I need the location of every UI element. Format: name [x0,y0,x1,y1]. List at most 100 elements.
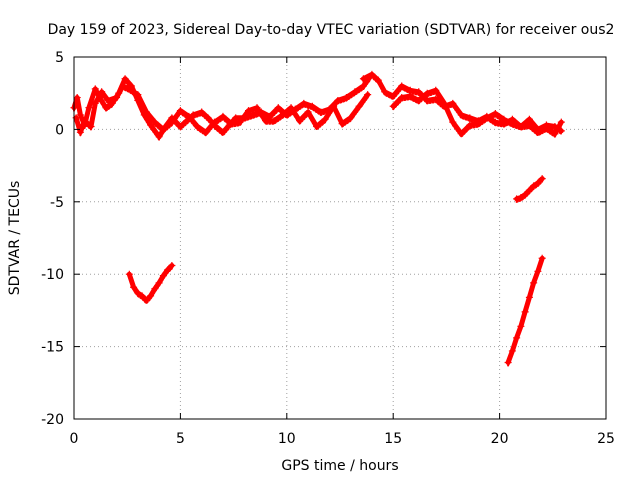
data-point [219,112,227,120]
data-point [474,120,482,128]
data-point [147,292,155,300]
data-point [500,115,508,123]
x-tick-label: 25 [597,431,615,447]
data-point [121,75,129,83]
series-5 [513,175,546,203]
data-point [389,92,397,100]
data-point [210,118,218,126]
data-point [113,94,121,102]
data-point [381,88,389,96]
data-point [296,117,304,125]
data-point [398,82,406,90]
y-tick-label: 0 [55,122,64,138]
data-point [530,279,538,287]
data-point [521,308,529,316]
data-point [342,94,350,102]
data-point [557,118,565,126]
data-point [457,111,465,119]
data-point [423,96,431,104]
data-point [538,254,546,262]
data-point [415,96,423,104]
data-point [551,123,559,131]
data-point [321,115,329,123]
data-point [76,111,84,119]
data-point [151,285,159,293]
data-point [457,130,465,138]
ticks: 0 5 10 15 20 25 5 0 -5 -10 -15 -20 [41,50,615,447]
data-point [351,88,359,96]
data-point [508,347,516,355]
data-point [176,123,184,131]
data-point [164,266,172,274]
data-point [364,91,372,99]
data-point [287,104,295,112]
x-axis-title: GPS time / hours [281,458,398,474]
y-tick-label: -15 [41,340,64,356]
data-point [176,107,184,115]
data-point [125,85,133,93]
data-point [374,76,382,84]
data-point [466,121,474,129]
series-4 [125,262,176,305]
data-point [534,179,542,187]
data-point [98,88,106,96]
data-point [198,108,206,116]
data-point [142,296,150,304]
series-1 [72,82,372,137]
data-point [244,107,252,115]
data-point [398,94,406,102]
data-point [155,133,163,141]
data-point [534,125,542,133]
data-point [513,334,521,342]
y-tick-label: -5 [50,195,64,211]
series-2 [359,70,565,138]
data-point [219,128,227,136]
data-point [142,108,150,116]
data-point [304,108,312,116]
data-point [73,94,81,102]
data-point [227,120,235,128]
data-point [159,125,167,133]
data-point [91,99,99,107]
data-point [415,88,423,96]
series-group [70,70,565,367]
data-point [483,114,491,122]
data-point [491,109,499,117]
data-point [423,89,431,97]
data-point [513,195,521,203]
data-point [202,128,210,136]
x-tick-label: 10 [278,431,296,447]
data-point [91,85,99,93]
data-point [159,272,167,280]
data-point [185,112,193,120]
data-point [236,118,244,126]
data-point [270,117,278,125]
data-point [279,111,287,119]
data-point [338,120,346,128]
data-point [151,118,159,126]
data-point [538,175,546,183]
data-point [87,123,95,131]
x-tick-label: 5 [176,431,185,447]
plot-frame [73,56,607,420]
data-point [359,75,367,83]
data-point [125,270,133,278]
data-point [274,104,282,112]
data-point [521,191,529,199]
data-point [168,118,176,126]
x-tick-label: 15 [384,431,402,447]
y-tick-label: -10 [41,267,64,283]
data-point [406,92,414,100]
series-line [71,74,373,140]
data-point [449,99,457,107]
data-point [119,82,127,90]
data-point [193,123,201,131]
data-point [525,293,533,301]
series-6 [504,254,546,367]
data-point [313,123,321,131]
data-point [517,193,525,201]
data-point [347,114,355,122]
data-point [517,123,525,131]
data-point [368,70,376,78]
